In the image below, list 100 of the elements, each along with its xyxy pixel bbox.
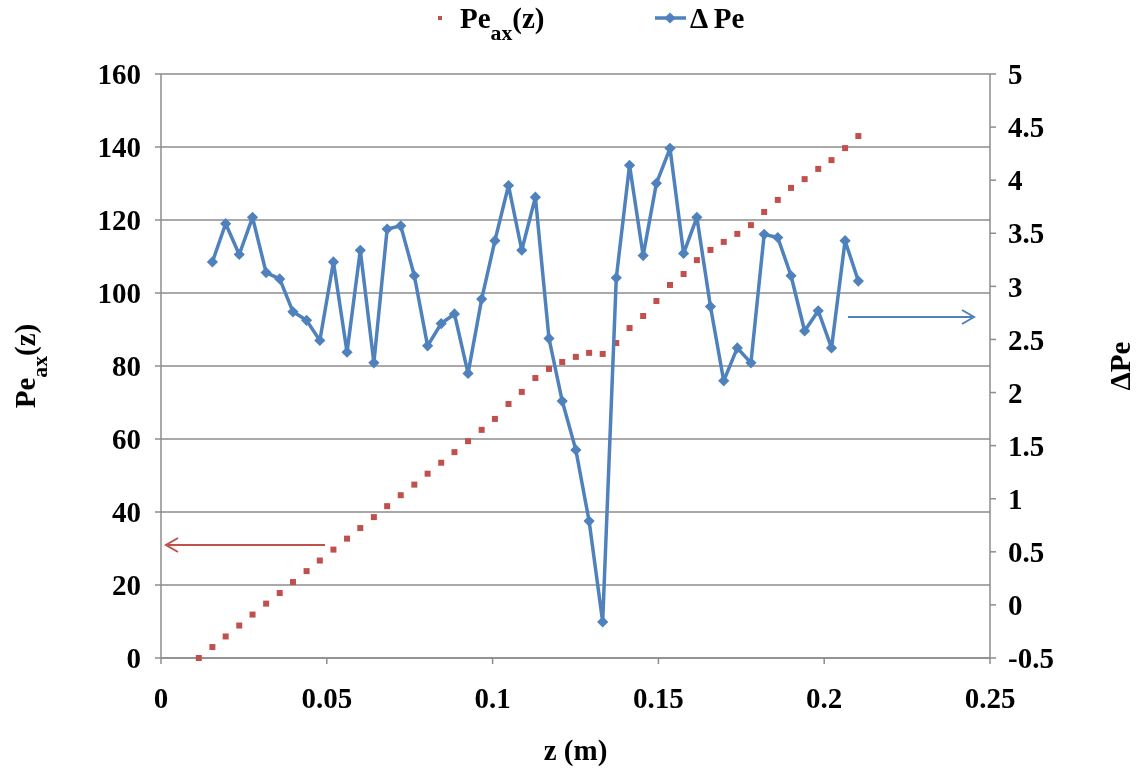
- point: [707, 246, 714, 253]
- point: [384, 503, 391, 510]
- point: [731, 342, 743, 354]
- point: [758, 228, 770, 240]
- y-tick-label: 0: [126, 642, 141, 675]
- point: [435, 317, 447, 330]
- point: [408, 270, 420, 282]
- point: [745, 357, 757, 369]
- x-tick-label: 0.05: [301, 682, 353, 714]
- point: [370, 514, 377, 521]
- point: [545, 365, 552, 372]
- point: [222, 633, 229, 640]
- point: [597, 616, 609, 628]
- y2-tick-label: 2.5: [1008, 323, 1045, 356]
- point: [330, 546, 337, 553]
- point: [626, 325, 633, 332]
- point: [801, 176, 808, 183]
- point: [206, 256, 218, 268]
- point: [438, 459, 445, 466]
- point: [599, 350, 606, 357]
- point: [263, 600, 270, 607]
- point: [478, 426, 485, 433]
- point: [209, 644, 216, 651]
- point: [852, 275, 864, 287]
- point: [772, 231, 784, 244]
- point: [395, 220, 407, 232]
- point: [680, 271, 687, 278]
- x-tick-label: 0: [153, 682, 169, 714]
- point: [316, 557, 323, 564]
- y2-tick-label: 4: [1008, 164, 1023, 197]
- point: [842, 145, 849, 152]
- point: [233, 248, 245, 261]
- point: [828, 157, 835, 164]
- point: [734, 230, 741, 237]
- x-tick-label: 0.2: [806, 682, 843, 714]
- y-tick-label: 80: [112, 350, 141, 383]
- point: [276, 590, 283, 597]
- point: [774, 196, 781, 203]
- point: [785, 270, 797, 282]
- point: [357, 525, 364, 532]
- point: [411, 481, 418, 488]
- point: [799, 325, 811, 337]
- point: [465, 438, 472, 445]
- y-tick-label: 160: [97, 58, 141, 91]
- point: [667, 281, 674, 288]
- point: [505, 400, 512, 407]
- x-tick-label: 0.1: [474, 682, 511, 714]
- x-tick-label: 0.15: [633, 682, 684, 714]
- point: [570, 444, 582, 456]
- point: [249, 611, 256, 618]
- point: [381, 223, 393, 235]
- point: [344, 535, 351, 542]
- y2-tick-label: 0.5: [1008, 535, 1045, 568]
- point: [300, 314, 313, 326]
- point: [815, 165, 822, 172]
- y2-tick-label: 3: [1008, 270, 1023, 303]
- y-tick-label: 120: [97, 204, 141, 237]
- point: [287, 306, 299, 318]
- point: [788, 184, 795, 191]
- point: [532, 375, 539, 382]
- point: [650, 177, 663, 189]
- point: [489, 235, 501, 247]
- point: [448, 308, 461, 320]
- point: [220, 218, 232, 230]
- point: [422, 340, 434, 352]
- legend-label: Pe$_{ax}$(z): [460, 2, 545, 45]
- y2-tick-label: 1.5: [1008, 429, 1045, 462]
- point: [720, 238, 727, 245]
- point: [397, 492, 404, 499]
- y2-tick-label: 0: [1008, 589, 1023, 622]
- point: [640, 313, 647, 319]
- y-tick-label: 100: [97, 277, 141, 310]
- y-tick-label: 140: [97, 131, 141, 164]
- y2-tick-label: 4.5: [1008, 111, 1045, 144]
- y-tick-label: 60: [112, 423, 141, 456]
- point: [491, 415, 498, 422]
- point: [704, 300, 717, 313]
- point: [855, 133, 862, 140]
- y-tick-label: 20: [112, 569, 141, 602]
- y2-axis-title: ΔPe: [1104, 341, 1136, 391]
- point: [424, 470, 431, 477]
- point: [761, 208, 768, 215]
- point: [653, 298, 660, 305]
- point: [559, 358, 566, 365]
- point: [274, 273, 286, 285]
- point: [303, 568, 310, 575]
- x-tick-label: 0.25: [964, 682, 1016, 714]
- y2-tick-label: 2: [1008, 376, 1023, 409]
- point: [572, 353, 579, 360]
- point: [747, 222, 754, 229]
- point: [583, 515, 595, 527]
- point: [812, 305, 824, 317]
- legend-label: Δ Pe: [690, 2, 745, 34]
- point: [586, 349, 593, 356]
- point: [693, 257, 700, 264]
- point: [260, 266, 272, 279]
- point: [518, 388, 525, 395]
- point: [610, 272, 622, 284]
- y2-tick-label: 3.5: [1008, 217, 1045, 250]
- y2-tick-label: 1: [1008, 482, 1023, 515]
